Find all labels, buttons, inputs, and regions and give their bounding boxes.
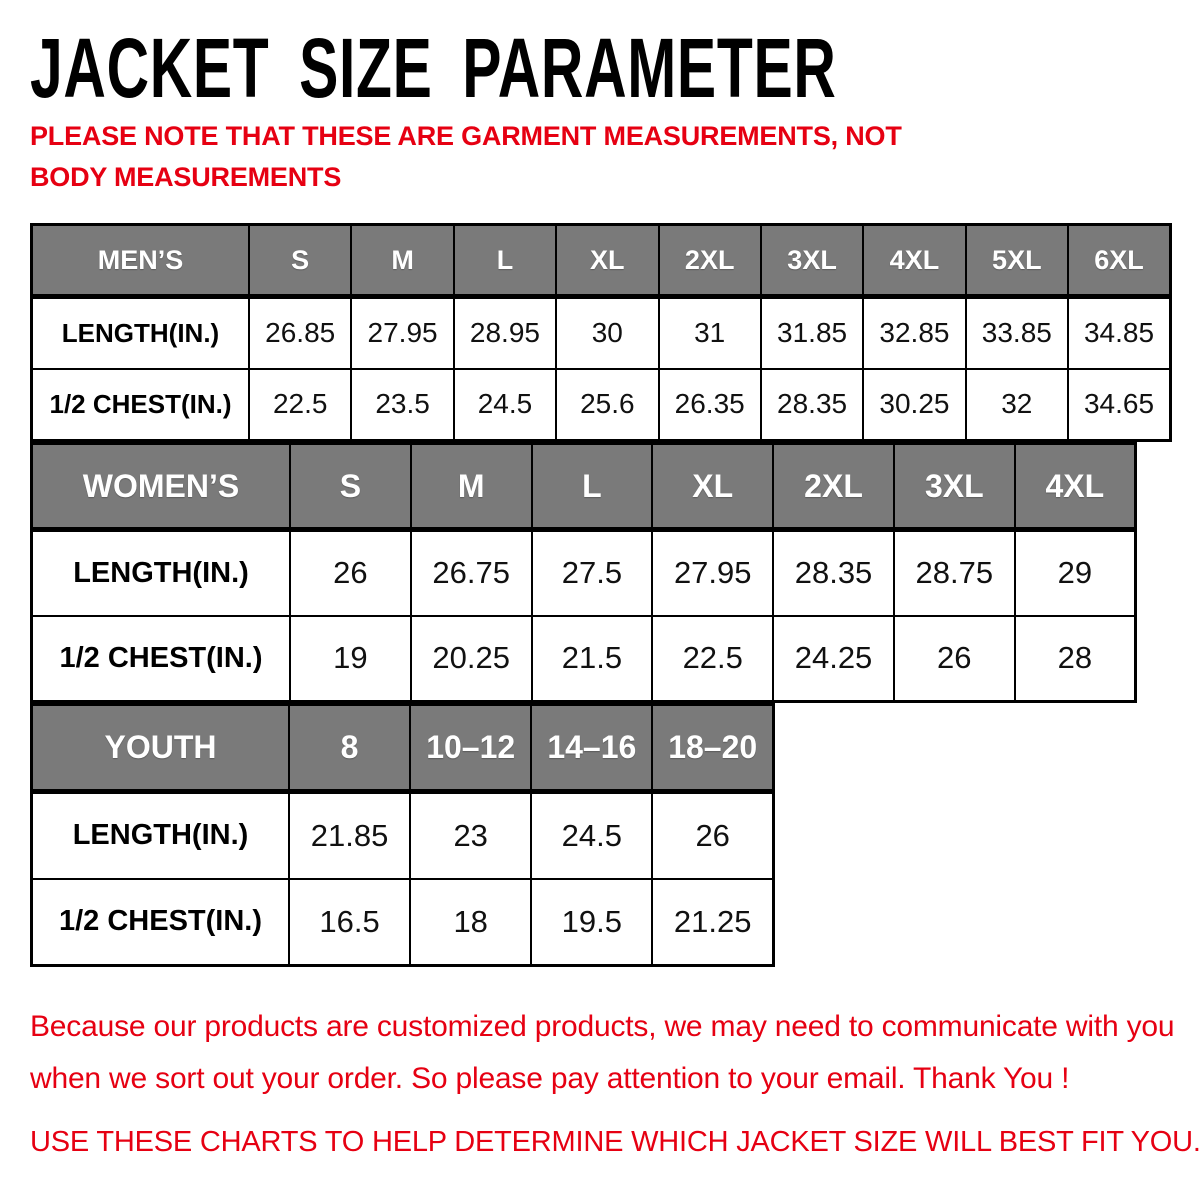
size-header-cell: 4XL [862,223,967,299]
row-label-cell: LENGTH(IN.) [30,295,250,370]
size-header-cell: S [247,223,353,299]
size-header-cell: L [452,223,558,299]
value-cell: 21.5 [530,614,654,703]
size-header-cell: XL [555,223,660,299]
table-header-row: YOUTH 8 10–12 14–16 18–20 [30,703,775,794]
value-cell: 23.5 [350,367,455,442]
value-cell: 26.35 [657,367,762,442]
row-label-cell: 1/2 CHEST(IN.) [30,614,291,703]
value-cell: 30.25 [862,367,967,442]
row-label-cell: LENGTH(IN.) [30,528,291,617]
value-cell: 26 [651,790,775,880]
value-cell: 28 [1013,614,1137,703]
table-row: 1/2 CHEST(IN.) 22.5 23.5 24.5 25.6 26.35 28.35… [30,367,1172,442]
size-table-mens: MEN’S S M L XL 2XL 3XL 4XL 5XL 6XL LENGTH(IN.) 26.8… [30,223,1172,442]
value-cell: 24.5 [452,367,558,442]
size-header-cell: 6XL [1067,223,1172,299]
size-header-cell: 3XL [759,223,865,299]
table-row: 1/2 CHEST(IN.) 16.5 18 19.5 21.25 [30,877,775,967]
page-title-text: JACKET SIZE PARAMETER [30,21,837,115]
value-cell: 27.95 [651,528,775,617]
category-header-cell: MEN’S [30,223,250,299]
value-cell: 19 [289,614,412,703]
page-title: JACKET SIZE PARAMETER [30,26,1172,110]
table-header-row: MEN’S S M L XL 2XL 3XL 4XL 5XL 6XL [30,223,1172,299]
value-cell: 20.25 [409,614,533,703]
size-header-cell: M [409,442,533,532]
category-header-cell: WOMEN’S [30,442,291,532]
row-label-cell: LENGTH(IN.) [30,790,290,880]
value-cell: 24.25 [772,614,895,703]
value-cell: 18 [409,877,533,967]
size-header-cell: 4XL [1013,442,1137,532]
value-cell: 29 [1013,528,1137,617]
table-header-row: WOMEN’S S M L XL 2XL 3XL 4XL [30,442,1137,532]
table-row: LENGTH(IN.) 26 26.75 27.5 27.95 28.35 28.75 29 [30,528,1137,617]
value-cell: 28.75 [892,528,1016,617]
size-header-cell: 14–16 [530,703,654,794]
row-label-cell: 1/2 CHEST(IN.) [30,877,290,967]
value-cell: 19.5 [530,877,654,967]
size-header-cell: XL [651,442,775,532]
size-chart-page: JACKET SIZE PARAMETER PLEASE NOTE THAT T… [30,26,1200,1159]
value-cell: 24.5 [530,790,654,880]
value-cell: 22.5 [651,614,775,703]
value-cell: 32 [964,367,1070,442]
value-cell: 28.35 [759,367,865,442]
value-cell: 22.5 [247,367,353,442]
value-cell: 27.5 [530,528,654,617]
usage-instruction: USE THESE CHARTS TO HELP DETERMINE WHICH… [30,1126,1200,1159]
size-header-cell: 2XL [772,442,895,532]
value-cell: 26 [892,614,1016,703]
size-header-cell: 18–20 [651,703,775,794]
value-cell: 28.95 [452,295,558,370]
size-header-cell: S [289,442,412,532]
value-cell: 21.85 [287,790,412,880]
size-header-cell: 2XL [657,223,762,299]
value-cell: 26.75 [409,528,533,617]
value-cell: 26 [289,528,412,617]
table-row: LENGTH(IN.) 21.85 23 24.5 26 [30,790,775,880]
size-header-cell: 10–12 [409,703,533,794]
table-row: 1/2 CHEST(IN.) 19 20.25 21.5 22.5 24.25 26 28 [30,614,1137,703]
size-header-cell: M [350,223,455,299]
value-cell: 33.85 [964,295,1070,370]
value-cell: 34.65 [1067,367,1172,442]
value-cell: 16.5 [287,877,412,967]
value-cell: 25.6 [555,367,660,442]
value-cell: 26.85 [247,295,353,370]
row-label-cell: 1/2 CHEST(IN.) [30,367,250,442]
value-cell: 31.85 [759,295,865,370]
size-table-youth: YOUTH 8 10–12 14–16 18–20 LENGTH(IN.) 21.85 23 2… [30,703,775,967]
size-header-cell: 3XL [892,442,1016,532]
size-header-cell: 5XL [964,223,1070,299]
value-cell: 34.85 [1067,295,1172,370]
size-header-cell: 8 [287,703,412,794]
size-header-cell: L [530,442,654,532]
value-cell: 30 [555,295,660,370]
table-row: LENGTH(IN.) 26.85 27.95 28.95 30 31 31.85 32.85… [30,295,1172,370]
customization-notice: Because our products are customized prod… [30,1010,1175,1095]
size-tables: MEN’S S M L XL 2XL 3XL 4XL 5XL 6XL LENGTH(IN.) 26.8… [30,223,1172,967]
category-header-cell: YOUTH [30,703,290,794]
value-cell: 32.85 [862,295,967,370]
value-cell: 28.35 [772,528,895,617]
value-cell: 31 [657,295,762,370]
value-cell: 21.25 [651,877,775,967]
garment-measurement-note: PLEASE NOTE THAT THESE ARE GARMENT MEASU… [30,121,902,192]
value-cell: 23 [409,790,533,880]
size-table-womens: WOMEN’S S M L XL 2XL 3XL 4XL LENGTH(IN.) 26 26.75 2… [30,442,1137,703]
value-cell: 27.95 [350,295,455,370]
